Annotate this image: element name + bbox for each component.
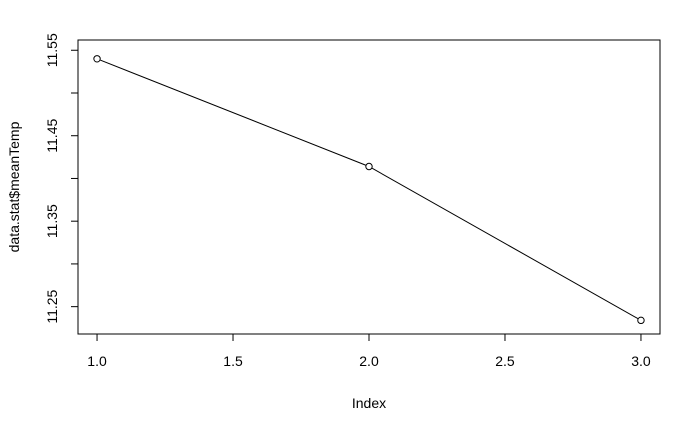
x-axis-title: Index [352, 395, 386, 411]
data-point [93, 55, 101, 63]
data-points [93, 55, 645, 325]
y-tick-label: 11.55 [44, 33, 60, 67]
series-line [96, 58, 642, 321]
plot-frame [77, 39, 661, 335]
y-tick-label: 11.35 [44, 204, 60, 238]
x-tick-label: 2.0 [359, 353, 379, 369]
data-point [637, 316, 645, 325]
x-tick-label: 1.5 [223, 353, 243, 369]
y-axis: 11.25 11.35 11.45 11.55 [44, 33, 79, 324]
y-tick-label: 11.45 [44, 119, 60, 153]
y-axis-title: data.stat$meanTemp [6, 121, 22, 252]
x-tick-label: 3.0 [631, 353, 651, 369]
x-tick-label: 1.0 [87, 353, 107, 369]
data-point [365, 162, 373, 171]
x-axis: 1.0 1.5 2.0 2.5 3.0 [87, 333, 651, 369]
x-tick-label: 2.5 [495, 353, 515, 369]
y-tick-label: 11.25 [44, 289, 60, 323]
